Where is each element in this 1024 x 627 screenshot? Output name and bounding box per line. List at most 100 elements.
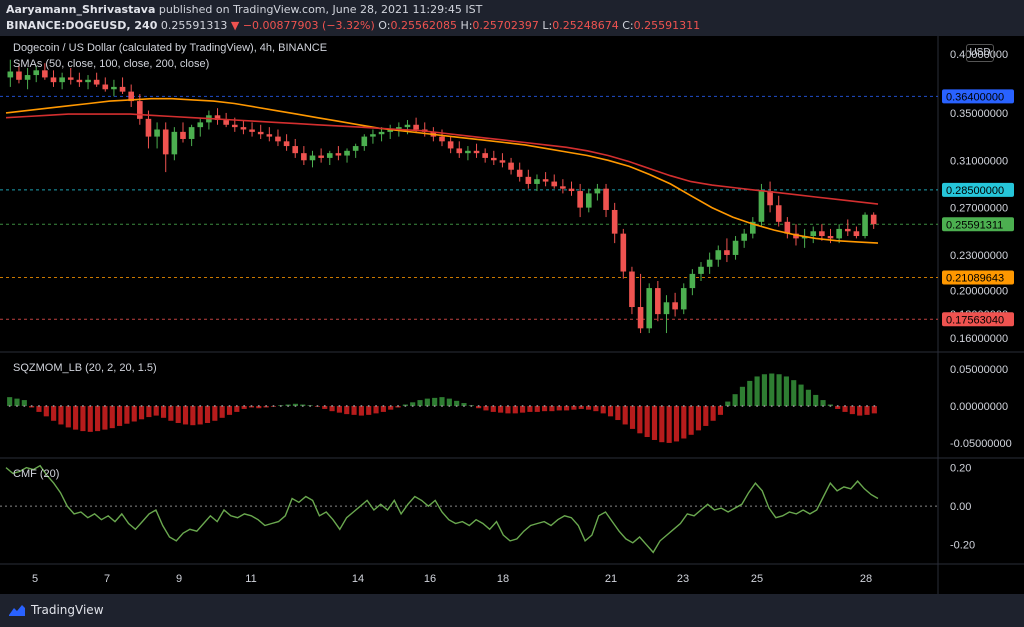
candle-body [42, 70, 48, 78]
squeeze-dot [353, 405, 356, 407]
momentum-bar [95, 406, 101, 432]
squeeze-dot [89, 405, 92, 407]
candle-body [301, 153, 307, 161]
cmf-tick-label: 0.20 [950, 463, 971, 475]
candle-body [119, 86, 126, 92]
squeeze-dot [103, 405, 106, 407]
tradingview-logo[interactable]: TradingView [8, 603, 104, 617]
momentum-bar [366, 406, 372, 415]
close-label: C: [622, 19, 634, 32]
momentum-bar [673, 406, 680, 442]
candle-body [758, 191, 765, 222]
squeeze-dot [565, 405, 568, 407]
squeeze-dot [800, 405, 803, 407]
candle-body [853, 231, 860, 237]
momentum-bar [688, 406, 694, 435]
candle-body [508, 162, 514, 170]
author-name[interactable]: Aaryamann_Shrivastava [6, 3, 156, 16]
squeeze-dot [206, 405, 209, 407]
squeeze-dot [433, 405, 436, 407]
chart-canvas[interactable]: 0.400000000.350000000.310000000.27000000… [0, 36, 1024, 594]
candle-body [836, 228, 842, 239]
candle-body [680, 288, 687, 310]
price-tick-label: 0.23000000 [950, 250, 1008, 262]
squeeze-dot [81, 405, 84, 407]
momentum-bar [754, 376, 760, 406]
squeeze-dot [243, 405, 246, 407]
time-axis-label: 25 [751, 573, 763, 585]
momentum-bar [21, 400, 27, 406]
candle-body [24, 75, 31, 80]
squeeze-dot [792, 405, 795, 407]
squeeze-dot [660, 405, 663, 407]
symbol-name: BINANCE:DOGEUSD, 240 [6, 19, 158, 32]
candle-body [870, 214, 877, 225]
squeeze-dot [514, 405, 517, 407]
candle-body [439, 136, 445, 142]
momentum-bar [102, 406, 108, 430]
time-axis-label: 14 [352, 573, 364, 585]
sqzmom-pane-title[interactable]: SQZMOM_LB (20, 2, 20, 1.5) [13, 362, 157, 374]
candle-body [378, 131, 385, 135]
price-label-text: 0.25591311 [946, 219, 1003, 231]
candle-body [706, 259, 713, 267]
squeeze-dot [748, 405, 751, 407]
squeeze-dot [668, 405, 671, 407]
squeeze-dot [675, 405, 678, 407]
candle-body [102, 84, 109, 90]
candle-body [568, 188, 575, 192]
price-label-text: 0.17563040 [946, 314, 1004, 326]
momentum-bar [791, 380, 797, 406]
cmf-pane-title[interactable]: CMF (20) [13, 468, 60, 480]
momentum-bar [681, 406, 687, 439]
squeeze-dot [807, 405, 810, 407]
momentum-bar [527, 406, 533, 412]
chart-area[interactable]: 0.40000000 0.35000000 0.31000000 0.27000000… [0, 36, 1024, 594]
momentum-bar [578, 406, 584, 409]
price-label-text: 0.28500000 [946, 185, 1004, 197]
momentum-bar [717, 406, 724, 415]
time-axis-label: 7 [104, 573, 110, 585]
candle-body [111, 86, 117, 90]
momentum-bar [622, 406, 628, 425]
price-tick-label: 0.31000000 [950, 155, 1008, 167]
candle-body [249, 129, 255, 132]
squeeze-dot [8, 405, 11, 407]
close-value: 0.25591311 [633, 19, 701, 32]
publish-text: published on TradingView.com, June 28, 2… [158, 3, 483, 16]
squeeze-dot [221, 405, 224, 407]
time-axis-label: 11 [245, 573, 256, 585]
candle-body [577, 191, 583, 208]
candle-body [292, 146, 299, 154]
publish-line: Aaryamann_Shrivastava published on Tradi… [6, 3, 482, 16]
squeeze-dot [37, 405, 40, 407]
squeeze-dot [844, 405, 847, 407]
candle-body [413, 124, 419, 130]
momentum-bar [51, 406, 57, 421]
squeeze-dot [712, 405, 715, 407]
squeeze-dot [338, 405, 341, 407]
main-pane-title: Dogecoin / US Dollar (calculated by Trad… [13, 42, 328, 54]
momentum-bar [813, 394, 819, 406]
candle-body [672, 302, 678, 310]
currency-button[interactable]: USD [966, 44, 994, 62]
symbol-line: BINANCE:DOGEUSD, 240 0.25591313 ▼ −0.008… [6, 19, 700, 32]
squeeze-dot [763, 405, 766, 407]
price-label-tag [942, 89, 1014, 104]
squeeze-dot [345, 405, 348, 407]
candle-body [724, 250, 730, 255]
candle-body [180, 131, 186, 139]
price-label-tag [942, 217, 1014, 232]
high-label: H: [460, 19, 473, 32]
squeeze-dot [572, 405, 575, 407]
candle-body [240, 127, 247, 130]
squeeze-dot [419, 405, 422, 407]
sma-indicator-label[interactable]: SMAs (50, close, 100, close, 200, close) [13, 58, 210, 70]
squeeze-dot [147, 405, 150, 407]
momentum-bar [432, 397, 438, 406]
squeeze-dot [734, 405, 737, 407]
squeeze-dot [822, 405, 825, 407]
momentum-bar [805, 389, 811, 406]
momentum-bar [534, 406, 540, 412]
candle-body [231, 124, 238, 128]
